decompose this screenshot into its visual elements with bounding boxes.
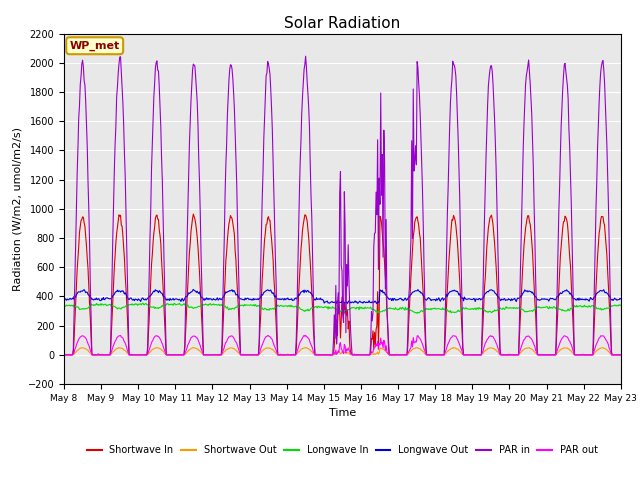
- PAR out: [70, 349, 78, 355]
- Shortwave In: [617, 352, 625, 358]
- Shortwave Out: [215, 352, 223, 358]
- Shortwave In: [184, 280, 192, 286]
- PAR out: [60, 352, 68, 358]
- Y-axis label: Radiation (W/m2, umol/m2/s): Radiation (W/m2, umol/m2/s): [12, 127, 22, 291]
- Longwave Out: [60, 296, 68, 302]
- PAR in: [184, 203, 192, 209]
- PAR out: [127, 352, 135, 358]
- Title: Solar Radiation: Solar Radiation: [284, 16, 401, 31]
- PAR in: [214, 352, 221, 358]
- Longwave Out: [127, 295, 135, 301]
- Shortwave Out: [617, 352, 625, 358]
- Shortwave Out: [189, 345, 197, 350]
- PAR in: [60, 352, 68, 358]
- PAR in: [411, 157, 419, 163]
- Longwave Out: [214, 297, 222, 303]
- Text: WP_met: WP_met: [70, 41, 120, 51]
- Shortwave Out: [428, 352, 436, 358]
- Longwave In: [60, 302, 68, 308]
- Line: PAR out: PAR out: [64, 336, 621, 355]
- PAR in: [70, 313, 78, 319]
- Longwave Out: [412, 288, 419, 294]
- Shortwave Out: [60, 352, 68, 358]
- Line: Shortwave In: Shortwave In: [64, 214, 621, 355]
- PAR in: [302, 53, 310, 59]
- Longwave In: [411, 310, 419, 315]
- Line: Shortwave Out: Shortwave Out: [64, 348, 621, 355]
- Longwave In: [214, 302, 222, 308]
- Shortwave In: [60, 352, 68, 358]
- Line: Longwave In: Longwave In: [64, 303, 621, 313]
- Longwave Out: [70, 293, 78, 299]
- Legend: Shortwave In, Shortwave Out, Longwave In, Longwave Out, PAR in, PAR out: Shortwave In, Shortwave Out, Longwave In…: [83, 442, 602, 459]
- Shortwave Out: [412, 345, 419, 351]
- Shortwave In: [428, 352, 435, 358]
- PAR out: [411, 340, 419, 346]
- X-axis label: Time: Time: [329, 408, 356, 418]
- Shortwave Out: [185, 348, 193, 353]
- Longwave In: [413, 311, 421, 316]
- Line: Longwave Out: Longwave Out: [64, 289, 621, 304]
- Shortwave Out: [71, 350, 79, 356]
- Shortwave Out: [61, 352, 69, 358]
- Longwave In: [127, 302, 135, 308]
- Longwave In: [139, 300, 147, 306]
- PAR in: [428, 352, 435, 358]
- PAR out: [214, 352, 221, 358]
- Longwave Out: [184, 292, 192, 298]
- Shortwave In: [411, 219, 419, 225]
- Longwave In: [617, 302, 625, 308]
- PAR in: [127, 352, 135, 358]
- Longwave In: [428, 306, 436, 312]
- Line: PAR in: PAR in: [64, 56, 621, 355]
- Shortwave Out: [128, 352, 136, 358]
- Longwave Out: [189, 287, 197, 292]
- Shortwave In: [70, 336, 78, 342]
- Longwave In: [185, 304, 193, 310]
- Shortwave In: [189, 211, 197, 217]
- Longwave Out: [339, 301, 347, 307]
- Longwave Out: [617, 296, 625, 302]
- PAR out: [302, 333, 310, 338]
- PAR out: [184, 342, 192, 348]
- Longwave Out: [428, 297, 436, 302]
- Longwave In: [70, 304, 78, 310]
- PAR in: [617, 352, 625, 358]
- PAR out: [428, 352, 435, 358]
- Shortwave In: [214, 352, 222, 358]
- Shortwave In: [127, 352, 135, 358]
- PAR out: [617, 352, 625, 358]
